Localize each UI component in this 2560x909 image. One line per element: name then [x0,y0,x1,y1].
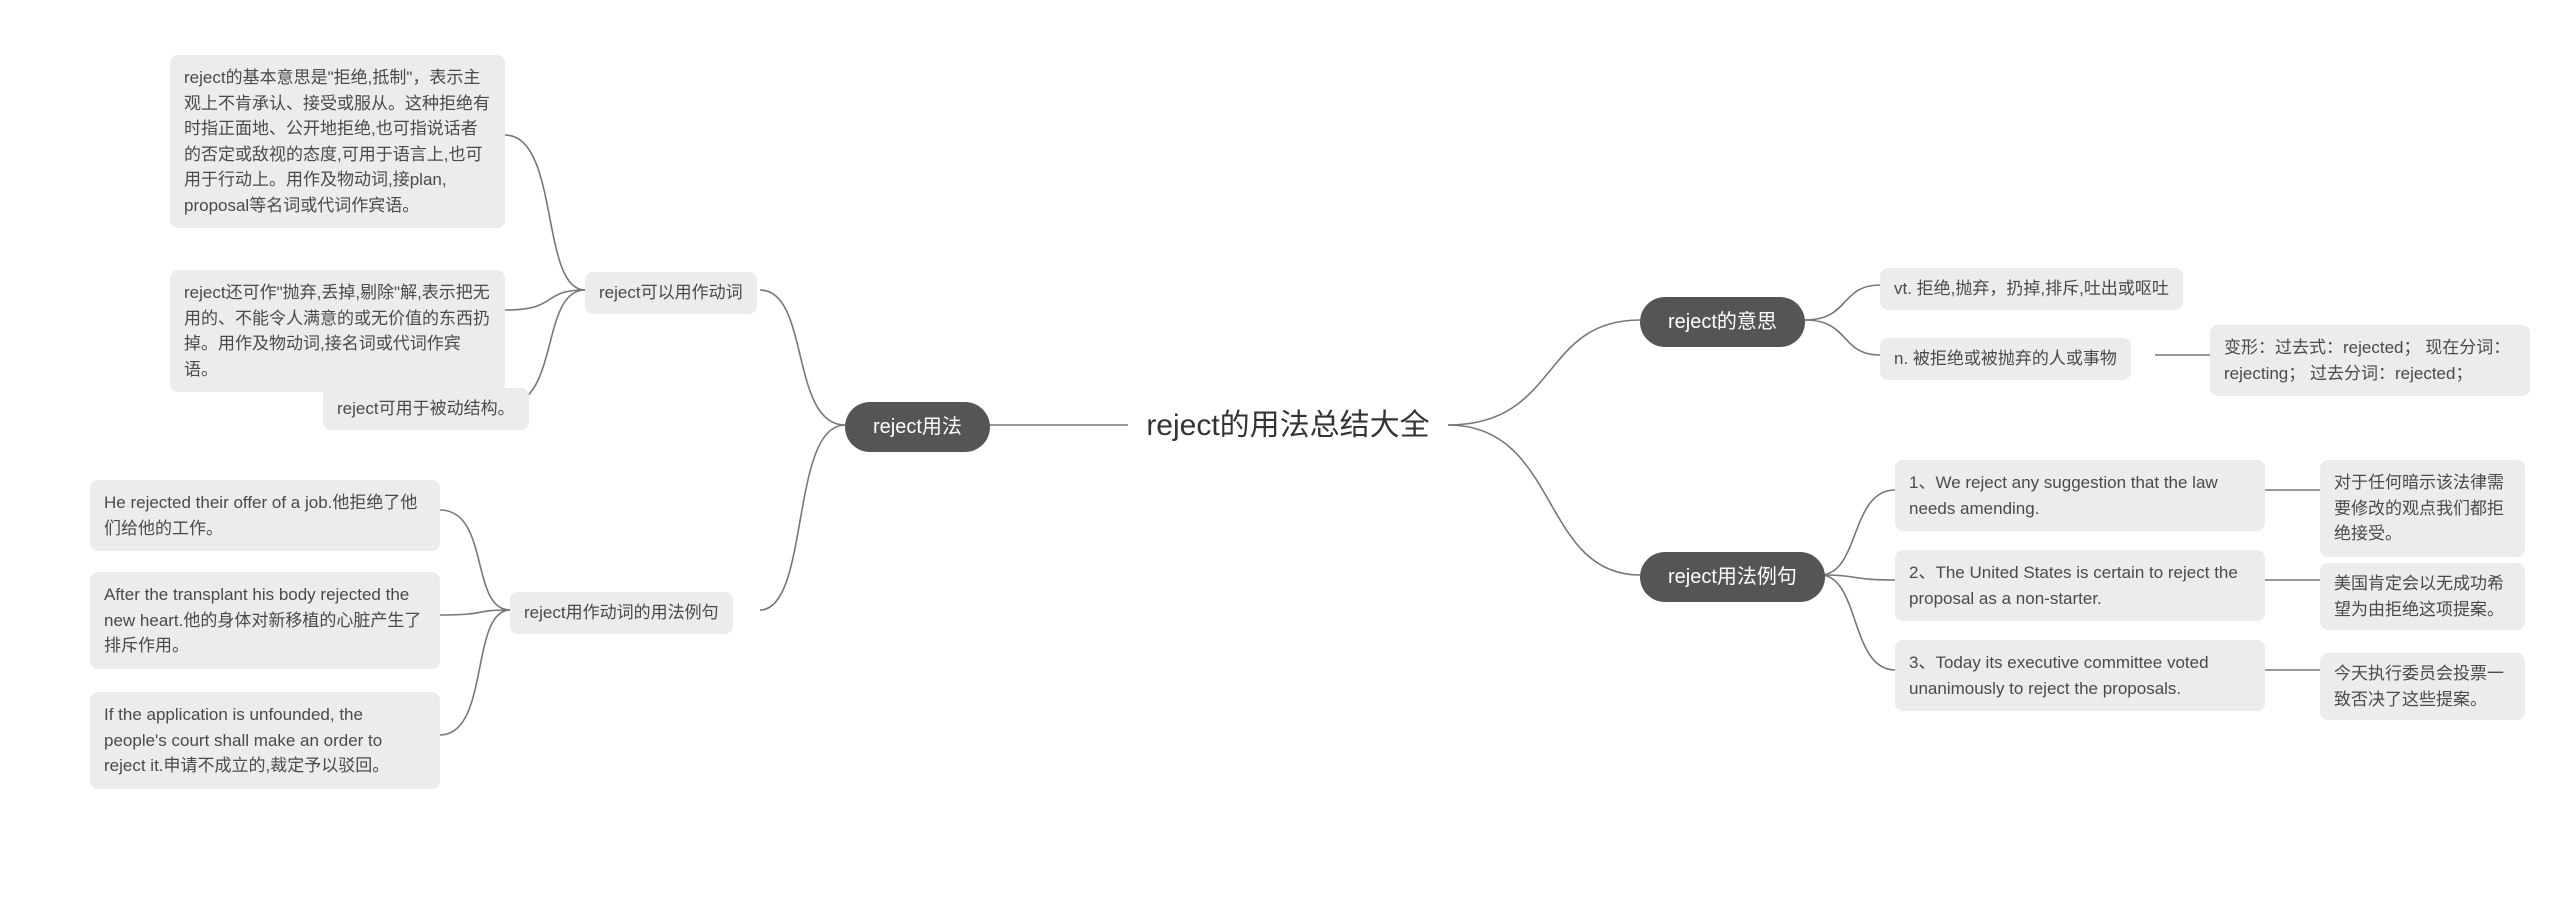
verb-ex-3-text: If the application is unfounded, the peo… [104,702,426,779]
branch-meaning: reject的意思 [1640,297,1805,347]
verb-ex-2-text: After the transplant his body rejected t… [104,582,426,659]
example-1-text: 1、We reject any suggestion that the law … [1909,470,2251,521]
example-3-trans-text: 今天执行委员会投票一致否决了这些提案。 [2334,661,2511,712]
verb-ex-2: After the transplant his body rejected t… [90,572,440,669]
verb-ex-3: If the application is unfounded, the peo… [90,692,440,789]
verb-desc-2-text: reject还可作"抛弃,丢掉,剔除"解,表示把无用的、不能令人满意的或无价值的… [184,280,491,382]
verb-ex-1: He rejected their offer of a job.他拒绝了他们给… [90,480,440,551]
verb-desc-3: reject可用于被动结构。 [323,388,529,430]
meaning-vt-text: vt. 拒绝,抛弃，扔掉,排斥,吐出或呕吐 [1894,276,2169,302]
verb-desc-1: reject的基本意思是"拒绝,抵制"，表示主观上不肯承认、接受或服从。这种拒绝… [170,55,505,228]
meaning-n-text: n. 被拒绝或被抛弃的人或事物 [1894,346,2117,372]
example-1: 1、We reject any suggestion that the law … [1895,460,2265,531]
sub-verb-label: reject可以用作动词 [599,280,743,306]
meaning-vt: vt. 拒绝,抛弃，扔掉,排斥,吐出或呕吐 [1880,268,2183,310]
sub-verb: reject可以用作动词 [585,272,757,314]
verb-desc-2: reject还可作"抛弃,丢掉,剔除"解,表示把无用的、不能令人满意的或无价值的… [170,270,505,392]
branch-examples-label: reject用法例句 [1668,562,1797,592]
verb-desc-1-text: reject的基本意思是"拒绝,抵制"，表示主观上不肯承认、接受或服从。这种拒绝… [184,65,491,218]
example-1-trans-text: 对于任何暗示该法律需要修改的观点我们都拒绝接受。 [2334,470,2511,547]
example-3: 3、Today its executive committee voted un… [1895,640,2265,711]
example-3-trans: 今天执行委员会投票一致否决了这些提案。 [2320,653,2525,720]
example-2-text: 2、The United States is certain to reject… [1909,560,2251,611]
branch-meaning-label: reject的意思 [1668,307,1777,337]
branch-usage-label: reject用法 [873,412,962,442]
example-3-text: 3、Today its executive committee voted un… [1909,650,2251,701]
verb-desc-3-text: reject可用于被动结构。 [337,396,515,422]
branch-usage: reject用法 [845,402,990,452]
sub-verb-examples: reject用作动词的用法例句 [510,592,733,634]
example-2-trans: 美国肯定会以无成功希望为由拒绝这项提案。 [2320,563,2525,630]
example-2-trans-text: 美国肯定会以无成功希望为由拒绝这项提案。 [2334,571,2511,622]
mindmap-canvas: reject的用法总结大全 reject用法 reject可以用作动词 reje… [0,0,2560,909]
example-1-trans: 对于任何暗示该法律需要修改的观点我们都拒绝接受。 [2320,460,2525,557]
root-node: reject的用法总结大全 [1128,400,1448,450]
sub-verb-examples-label: reject用作动词的用法例句 [524,600,719,626]
meaning-n: n. 被拒绝或被抛弃的人或事物 [1880,338,2131,380]
verb-ex-1-text: He rejected their offer of a job.他拒绝了他们给… [104,490,426,541]
branch-examples: reject用法例句 [1640,552,1825,602]
meaning-forms-text: 变形：过去式：rejected； 现在分词：rejecting； 过去分词：re… [2224,335,2516,386]
example-2: 2、The United States is certain to reject… [1895,550,2265,621]
meaning-forms: 变形：过去式：rejected； 现在分词：rejecting； 过去分词：re… [2210,325,2530,396]
root-label: reject的用法总结大全 [1146,403,1429,448]
